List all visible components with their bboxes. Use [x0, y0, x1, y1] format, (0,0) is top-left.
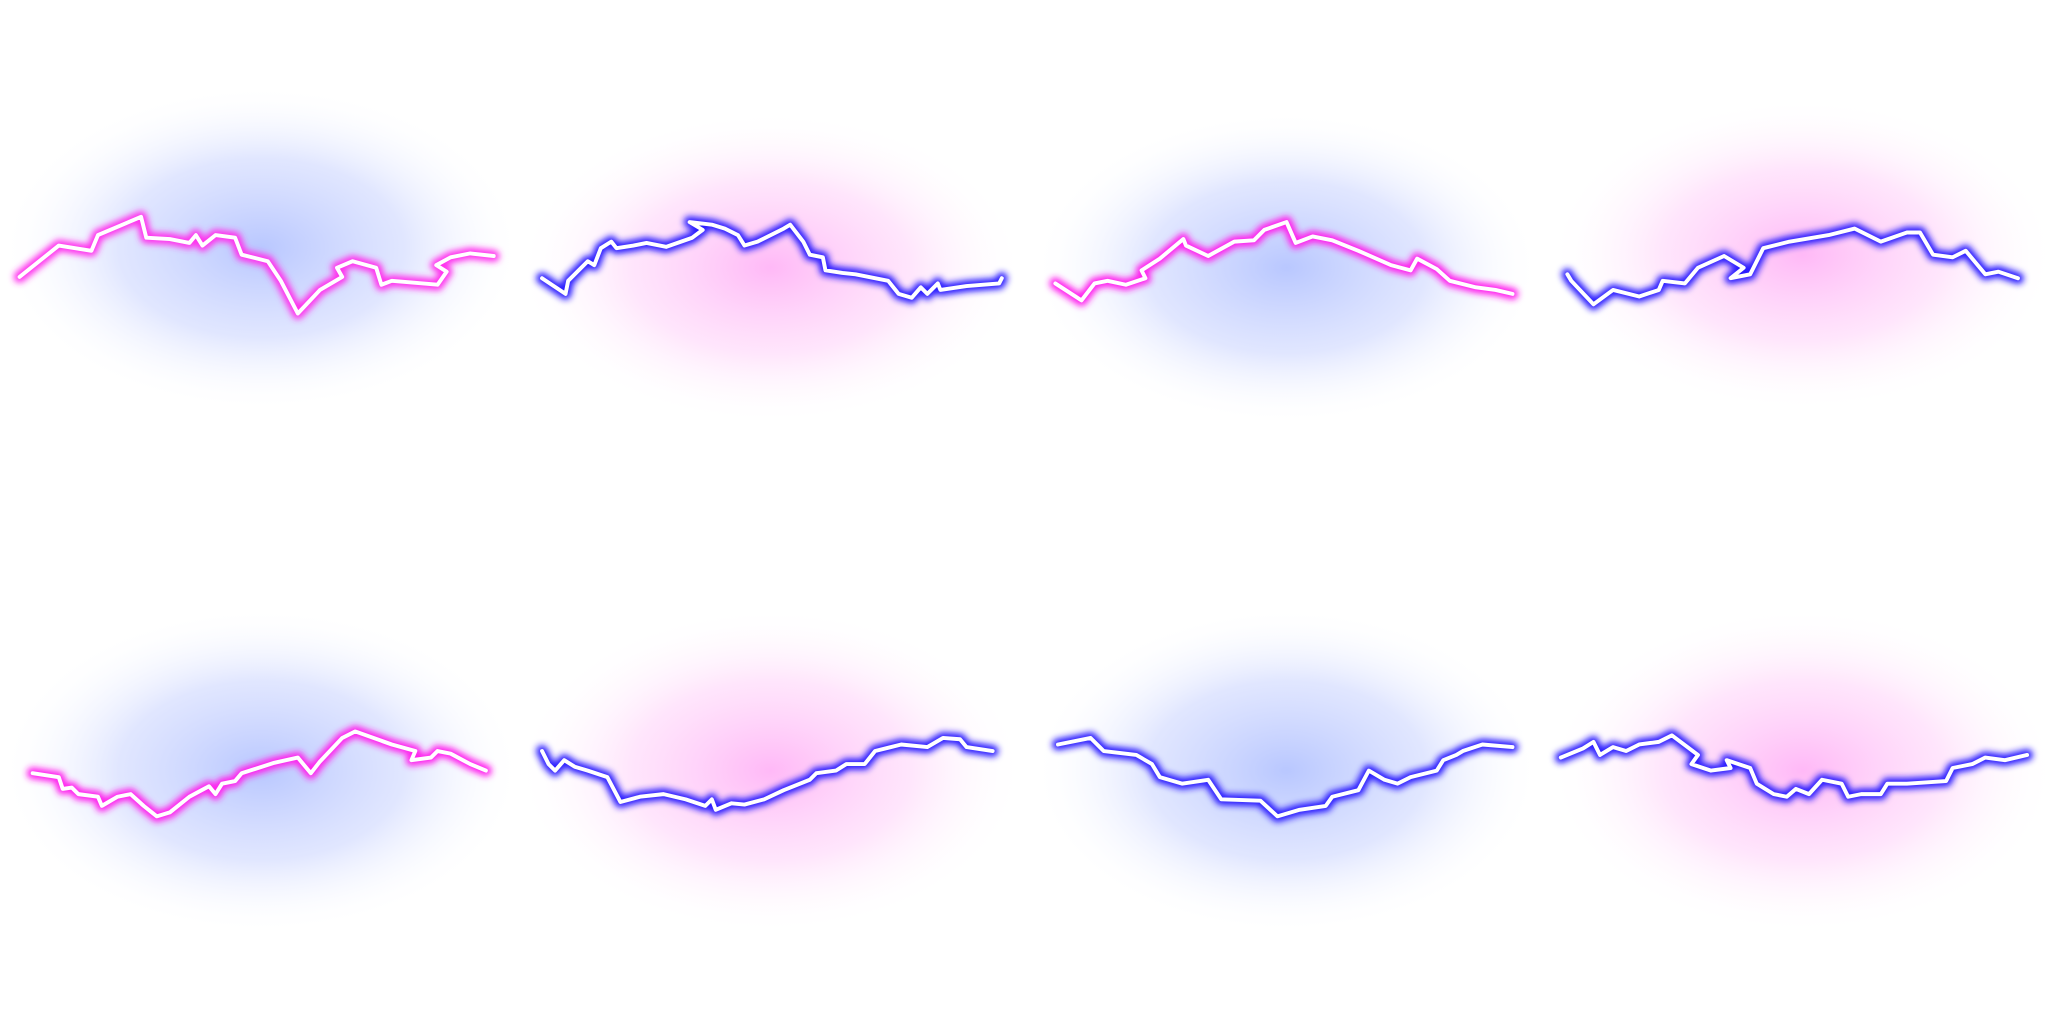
background-glow — [515, 607, 1026, 934]
background-glow — [1031, 111, 1542, 425]
background-glow — [0, 84, 523, 412]
background-glow — [1547, 607, 2048, 934]
background-glow — [515, 111, 1026, 425]
background-glow — [1031, 607, 1542, 934]
background-glow — [1547, 98, 2048, 412]
